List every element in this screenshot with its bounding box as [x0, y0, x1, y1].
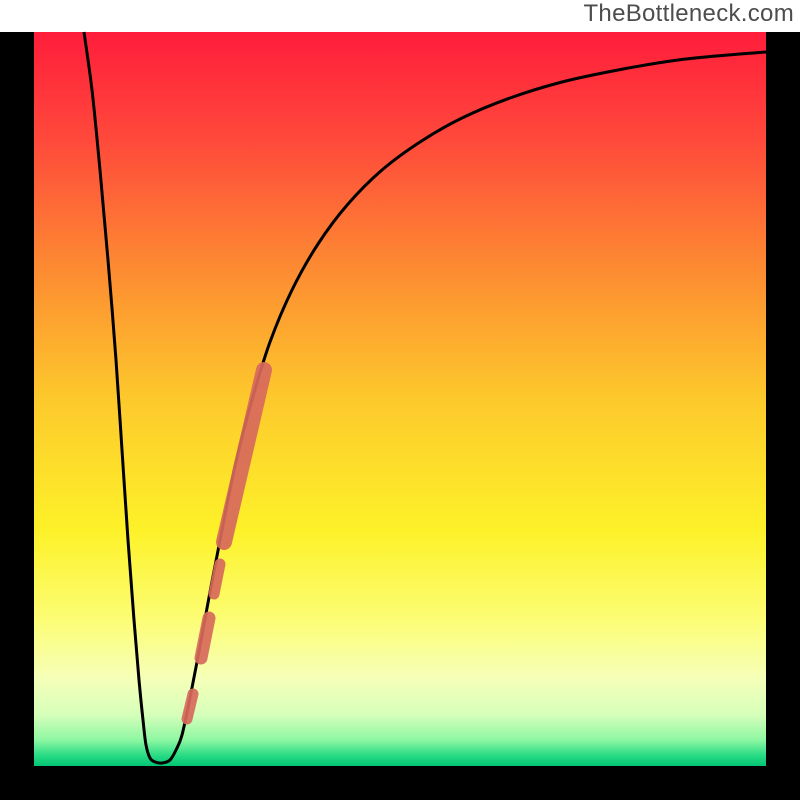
chart-svg — [0, 0, 800, 800]
highlight-segment-1 — [201, 618, 209, 658]
chart-stage: TheBottleneck.com — [0, 0, 800, 800]
highlight-segment-2 — [214, 564, 220, 594]
highlight-segment-3 — [224, 370, 264, 542]
watermark-text: TheBottleneck.com — [583, 0, 794, 28]
highlight-segment-0 — [187, 694, 193, 719]
highlight-segments — [187, 370, 264, 719]
bottleneck-curve — [84, 32, 766, 763]
